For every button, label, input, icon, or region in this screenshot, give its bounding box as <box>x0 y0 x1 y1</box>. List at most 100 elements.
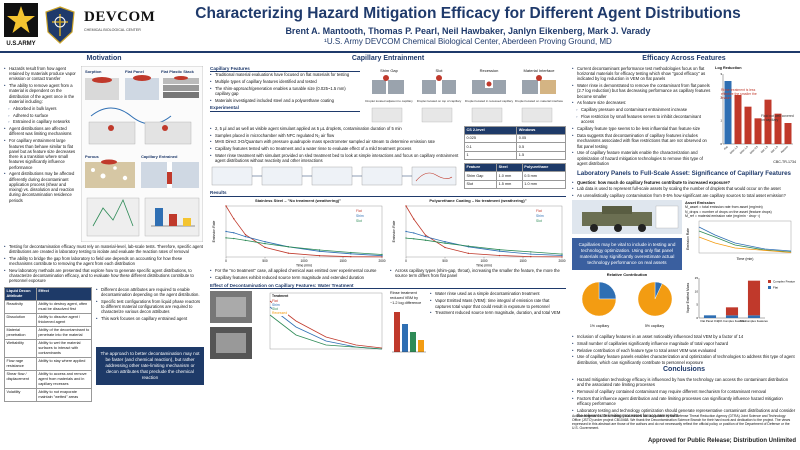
experimental-bullet: Capillary features tested with no treatm… <box>210 146 460 152</box>
table-cell: 1.0 mm <box>521 179 567 190</box>
x-tick-label: 1000 <box>300 259 307 263</box>
approach-callout-box: The approach to better decontamination m… <box>96 347 204 386</box>
capillary-features-heading: Capillary Features <box>210 66 360 73</box>
legend-entry: Shim <box>536 214 544 218</box>
lab-panels-bullet: Lab data is used to represent full-scale… <box>572 186 796 192</box>
asset-chart-xlabel: Time (min) <box>736 257 753 261</box>
y-tick-label: 1 <box>720 119 722 123</box>
capillary-type-caption: Droplet located on top of capillary <box>417 99 462 103</box>
table-row: 0.025 0.05 <box>463 134 566 144</box>
legend-entry: Slot <box>536 219 542 223</box>
table-cell: Ability to not evaporate maintain "wette… <box>35 387 93 402</box>
bar <box>734 95 742 145</box>
capillary-type-caption: Droplet located in recessed capillary <box>465 99 514 103</box>
shim-size-table: Feature Steel Polyurethane Shim Gap 1.0 mm 0… <box>463 163 567 190</box>
legend-entry: Complex Features <box>773 279 795 283</box>
motivation-bullets: Hazards result from how agent retained b… <box>4 66 78 104</box>
asset-vehicle-image <box>572 200 682 235</box>
experimental-heading: Experimental <box>210 105 360 112</box>
decon-bullet: Specific test configurations from liquid… <box>96 299 204 315</box>
table-cell: 0.025 <box>463 134 518 144</box>
data-point <box>444 246 446 249</box>
table-cell: Material penetration <box>4 325 37 340</box>
lab-panels-bullet: Inclusion of capillary features in an as… <box>572 334 796 340</box>
x-axis-label: Time (min) <box>296 263 312 267</box>
table-header-row: Liquid Decon Attribute Effect <box>4 286 93 301</box>
decon-sample-photo <box>210 291 252 360</box>
motivation-sub-bullet: Entrained in capillary networks <box>4 119 78 125</box>
motivation-long-bullet: The ability to bridge the gap from labor… <box>4 256 204 267</box>
decon-effect-bullet: Vapor Emitted Mass (VEM): time integral … <box>430 298 566 309</box>
army-logo-text: U.S.ARMY <box>6 41 35 47</box>
decon-effect-bullets: Water rinse used as a simple decontamina… <box>430 291 566 315</box>
table-cell: Reactivity <box>4 299 37 314</box>
bar-category-label: 5% Complex Features <box>740 319 768 323</box>
bar-category-label: Shim 1.5 <box>729 145 739 155</box>
table-cell: Ability to dissolve agent / thickened ag… <box>35 312 93 327</box>
lab-panels-bullets: Question: how much do capillary features… <box>572 180 796 199</box>
x-tick-label: 0 <box>405 259 407 263</box>
header-divider <box>0 51 800 53</box>
vem-bar-chart <box>392 311 426 352</box>
lab-panels-bullet: Relative contribution of each feature ty… <box>572 348 796 354</box>
motivation-column: Motivation Hazards result from how agent… <box>4 55 204 402</box>
table-cell: Ability to wet the material surfaces to … <box>35 338 93 358</box>
y-tick-label: 10 <box>695 289 699 293</box>
table-header-row: CS 2-level Windows <box>463 125 566 136</box>
poster-header: U.S.ARMY DEVCOM CHEMICAL BIOLOGICAL CENT… <box>0 0 800 52</box>
pie-slice <box>581 281 617 316</box>
data-point <box>244 235 247 238</box>
efficacy-sub-bullet: Capillary pressure and contaminant entra… <box>572 107 712 113</box>
panel-label-sorption: Sorption <box>85 69 102 74</box>
experimental-bullet: MHS Direct 3-D/Quantum with pressure qua… <box>210 139 460 145</box>
legend-item: Shim <box>272 302 280 307</box>
data-point <box>244 233 247 236</box>
results-bullet: For the "no treatment" case, all applied… <box>210 268 386 274</box>
formula-line: Ṁ_asset = total emission rate from asset… <box>685 205 763 210</box>
data-point <box>318 249 321 251</box>
data-point <box>405 230 407 232</box>
decon-attribute-bullets: Different decon attributes are required … <box>96 287 204 322</box>
experimental-setup-diagram <box>211 167 457 186</box>
pie-slice <box>598 281 617 299</box>
bar-category-label: Slot 1.0 <box>770 145 779 154</box>
y-axis-label: Emission Rate <box>212 220 216 242</box>
table-row: Shim Gap 1.0 mm 0.5 mm <box>463 171 567 181</box>
table-header: CS 2-level <box>463 125 518 136</box>
data-point <box>350 252 352 255</box>
decon-attribute-table: Liquid Decon Attribute Effect Reactivity… <box>4 286 93 402</box>
table-row: 0.1 0.5 <box>463 142 566 152</box>
data-point <box>405 205 407 207</box>
legend-item: Slot <box>272 307 278 312</box>
data-point <box>561 256 563 258</box>
x-tick-label: 2000 <box>378 259 385 263</box>
table-cell: 0.1 <box>463 142 518 152</box>
poster-authors: Brent A. Mantooth, Thomas P. Pearl, Neil… <box>285 26 651 36</box>
decon-effect-bullet: Treatment reduced source term magnitude,… <box>430 310 566 316</box>
y-tick-label: 0 <box>720 142 722 146</box>
table-row: Flow rage resistance Ability to stay wher… <box>4 356 93 371</box>
capillary-types-svg: Shim Gap Slot Recession Material Interfa… <box>365 68 563 122</box>
capillary-title: Capillary Entrainment <box>351 55 425 62</box>
conclusions-title: Conclusions <box>662 366 705 374</box>
series-line-slot <box>225 237 383 255</box>
data-point <box>530 253 532 255</box>
data-point <box>467 245 470 247</box>
army-star-logo: U.S.ARMY <box>4 3 38 47</box>
data-point <box>498 254 501 257</box>
data-point <box>424 235 427 238</box>
data-point <box>318 250 321 252</box>
right-column: Efficacy Across Features Current deconta… <box>572 55 798 420</box>
data-point <box>350 255 352 258</box>
results-heading: Results <box>210 190 566 197</box>
y-tick-label: 5 <box>696 302 698 306</box>
data-point <box>413 218 415 220</box>
agent-distribution-diagram: Sorption Flat Panel Flat Plastic Stack P… <box>80 65 204 242</box>
lab-panels-bullets-2: Inclusion of capillary features in an as… <box>572 334 796 365</box>
capillary-type-label: Recession <box>480 68 499 73</box>
lab-panels-title: Laboratory Panels to Full-Scale Asset: S… <box>577 169 791 177</box>
series-line-flat <box>225 205 383 258</box>
motivation-bullet: Agent distributions are affected differe… <box>4 126 78 137</box>
y-axis-label: Vapor Emitted Mass <box>686 282 690 313</box>
